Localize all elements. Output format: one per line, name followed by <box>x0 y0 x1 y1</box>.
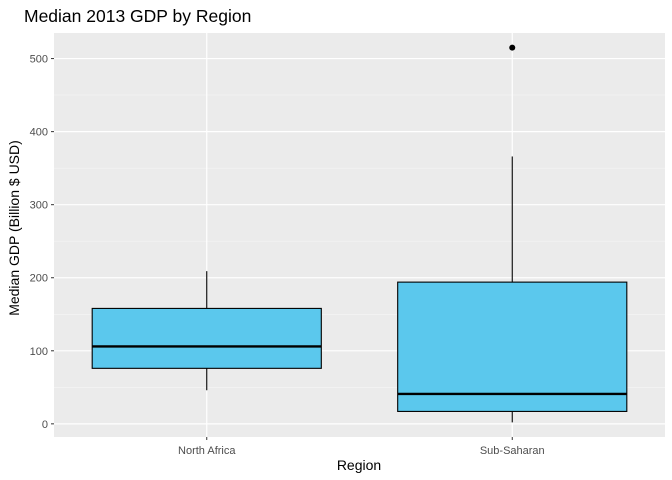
y-tick-label: 200 <box>30 273 48 285</box>
chart-title: Median 2013 GDP by Region <box>24 6 251 26</box>
box-sub-saharan <box>397 44 628 423</box>
x-axis-title: Region <box>337 457 381 473</box>
box-north-africa <box>91 271 322 391</box>
y-axis-ticks: 0 100 200 300 400 500 <box>30 54 54 431</box>
iqr-box <box>91 307 322 369</box>
boxes-layer <box>91 44 628 423</box>
y-tick-label: 500 <box>30 54 48 66</box>
x-axis-ticks: North Africa Sub-Saharan <box>178 437 545 457</box>
x-tick-label: North Africa <box>178 445 236 457</box>
y-tick-label: 300 <box>30 200 48 212</box>
y-tick-label: 400 <box>30 127 48 139</box>
y-tick-label: 100 <box>30 346 48 358</box>
x-tick-label: Sub-Saharan <box>480 445 545 457</box>
outlier-point <box>509 44 516 51</box>
y-tick-label: 0 <box>42 419 48 431</box>
y-axis-title: Median GDP (Billion $ USD) <box>6 140 22 316</box>
iqr-box <box>397 281 628 412</box>
